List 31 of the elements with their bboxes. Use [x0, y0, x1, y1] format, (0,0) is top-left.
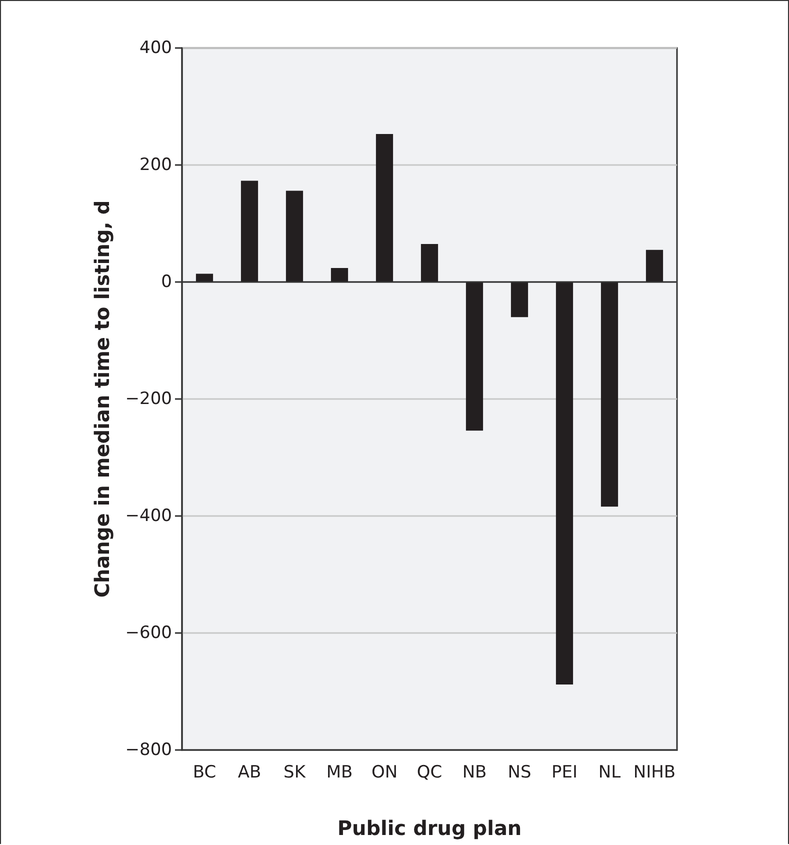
bar — [600, 282, 618, 507]
bar — [510, 282, 528, 318]
x-axis-title: Public drug plan — [337, 816, 522, 840]
bar — [556, 282, 574, 684]
x-tick-label: MB — [326, 762, 353, 782]
x-tick-label: SK — [284, 762, 306, 782]
y-tick-label: −400 — [125, 506, 172, 526]
y-tick-label: 200 — [140, 155, 172, 175]
x-tick-label: BC — [192, 762, 216, 782]
y-tick-label: 0 — [161, 272, 172, 292]
bar — [646, 250, 664, 282]
x-tick-label: PEI — [551, 762, 578, 782]
y-tick-label: −200 — [125, 389, 172, 409]
x-tick-label: NL — [598, 762, 622, 782]
x-tick-label: NB — [462, 762, 487, 782]
bar — [330, 268, 348, 282]
bar — [240, 180, 258, 282]
bar — [376, 134, 394, 282]
y-axis-title: Change in median time to listing, d — [90, 200, 114, 598]
x-tick-label: NIHB — [633, 762, 676, 782]
y-tick-label: −600 — [125, 623, 172, 643]
y-tick-label: 400 — [140, 38, 172, 58]
x-tick-label: AB — [238, 762, 262, 782]
x-tick-label: QC — [416, 762, 442, 782]
bar — [286, 190, 304, 282]
bar — [466, 282, 484, 431]
x-tick-label: NS — [508, 762, 532, 782]
y-tick-label: −800 — [125, 740, 172, 760]
bar — [196, 274, 214, 282]
x-tick-label: ON — [371, 762, 398, 782]
bar — [420, 244, 438, 282]
